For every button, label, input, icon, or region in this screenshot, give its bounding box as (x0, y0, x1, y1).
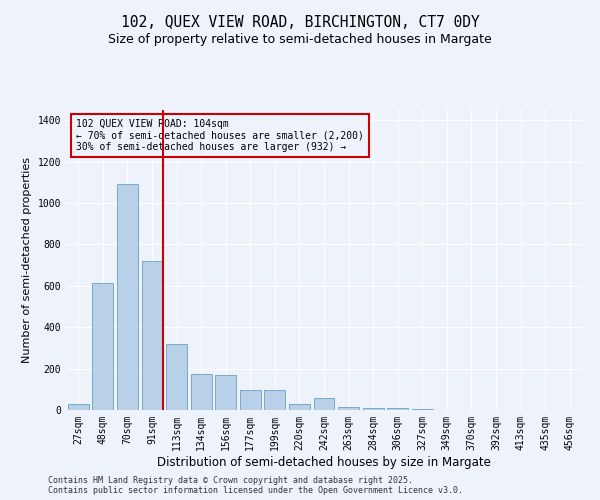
Bar (92, 283, 113, 410)
Bar (117, 184, 138, 410)
Bar (191, 374, 212, 410)
Text: Size of property relative to semi-detached houses in Margate: Size of property relative to semi-detach… (108, 32, 492, 46)
X-axis label: Distribution of semi-detached houses by size in Margate: Distribution of semi-detached houses by … (157, 456, 491, 468)
Text: Contains HM Land Registry data © Crown copyright and database right 2025.
Contai: Contains HM Land Registry data © Crown c… (48, 476, 463, 495)
Bar (289, 404, 310, 410)
Text: 102 QUEX VIEW ROAD: 104sqm
← 70% of semi-detached houses are smaller (2,200)
30%: 102 QUEX VIEW ROAD: 104sqm ← 70% of semi… (76, 119, 364, 152)
Y-axis label: Number of semi-detached properties: Number of semi-detached properties (22, 157, 32, 363)
Bar (142, 261, 163, 410)
Bar (265, 390, 286, 410)
Bar (387, 408, 408, 410)
Bar (362, 408, 383, 410)
Bar (166, 344, 187, 410)
Bar (338, 407, 359, 410)
Bar (412, 408, 433, 410)
Bar (68, 404, 89, 410)
Text: 102, QUEX VIEW ROAD, BIRCHINGTON, CT7 0DY: 102, QUEX VIEW ROAD, BIRCHINGTON, CT7 0D… (121, 15, 479, 30)
Bar (314, 398, 334, 410)
Bar (240, 390, 261, 410)
Bar (215, 375, 236, 410)
